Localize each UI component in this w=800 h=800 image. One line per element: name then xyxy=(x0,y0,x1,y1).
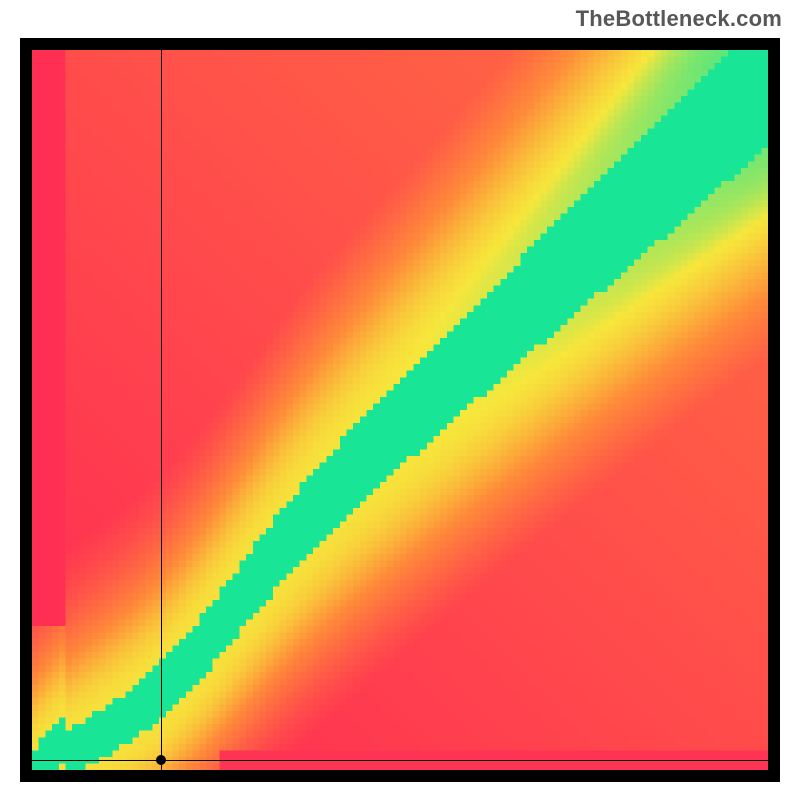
heatmap-plot xyxy=(20,38,780,782)
crosshair-horizontal-line xyxy=(32,760,768,761)
crosshair-vertical-line xyxy=(161,50,162,770)
chart-container: { "watermark": "TheBottleneck.com", "hea… xyxy=(0,0,800,800)
heatmap-canvas xyxy=(32,50,768,770)
crosshair-marker-dot xyxy=(156,755,166,765)
watermark-text: TheBottleneck.com xyxy=(576,6,782,32)
